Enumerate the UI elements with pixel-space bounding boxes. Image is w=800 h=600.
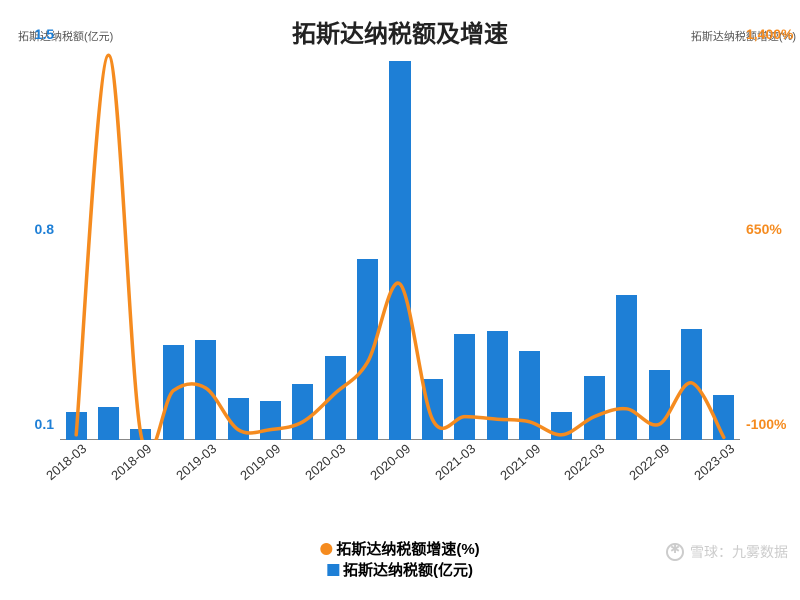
y-right-tick: 650% (746, 221, 782, 237)
legend-line-icon (320, 543, 332, 555)
chart-container: 拓斯达纳税额及增速 拓斯达纳税额(亿元) 拓斯达纳税额增速(%) 0.10.81… (0, 0, 800, 600)
y-left-axis-label: 拓斯达纳税额(亿元) (18, 28, 113, 44)
legend-line-label: 拓斯达纳税额增速(%) (336, 538, 479, 559)
legend: 拓斯达纳税额增速(%) 拓斯达纳税额(亿元) (320, 538, 479, 580)
x-tick-label: 2020-09 (367, 441, 413, 483)
x-tick-label: 2018-09 (108, 441, 154, 483)
growth-line (76, 55, 724, 440)
x-tick-label: 2019-03 (173, 441, 219, 483)
y-left-tick: 1.5 (35, 26, 54, 42)
line-series (60, 50, 740, 440)
x-tick-label: 2018-03 (43, 441, 89, 483)
x-tick-label: 2022-09 (626, 441, 672, 483)
plot-area: 0.10.81.5 -100%650%1,400% (60, 50, 740, 440)
x-tick-label: 2022-03 (561, 441, 607, 483)
y-right-tick: -100% (746, 416, 786, 432)
x-axis-labels: 2018-032018-092019-032019-092020-032020-… (60, 444, 740, 524)
y-left-tick: 0.1 (35, 416, 54, 432)
watermark-text: 雪球：九雾数据 (690, 542, 788, 562)
legend-item-bar: 拓斯达纳税额(亿元) (320, 559, 479, 580)
x-tick-label: 2021-03 (432, 441, 478, 483)
x-tick-label: 2023-03 (691, 441, 737, 483)
x-tick-label: 2020-03 (302, 441, 348, 483)
x-tick-label: 2019-09 (238, 441, 284, 483)
x-tick-label: 2021-09 (497, 441, 543, 483)
y-right-tick: 1,400% (746, 26, 793, 42)
watermark: 雪球：九雾数据 (666, 542, 788, 562)
chart-title: 拓斯达纳税额及增速 (292, 14, 508, 49)
legend-bar-label: 拓斯达纳税额(亿元) (343, 559, 473, 580)
watermark-icon (666, 543, 684, 561)
legend-item-line: 拓斯达纳税额增速(%) (320, 538, 479, 559)
y-left-tick: 0.8 (35, 221, 54, 237)
legend-bar-icon (327, 564, 339, 576)
